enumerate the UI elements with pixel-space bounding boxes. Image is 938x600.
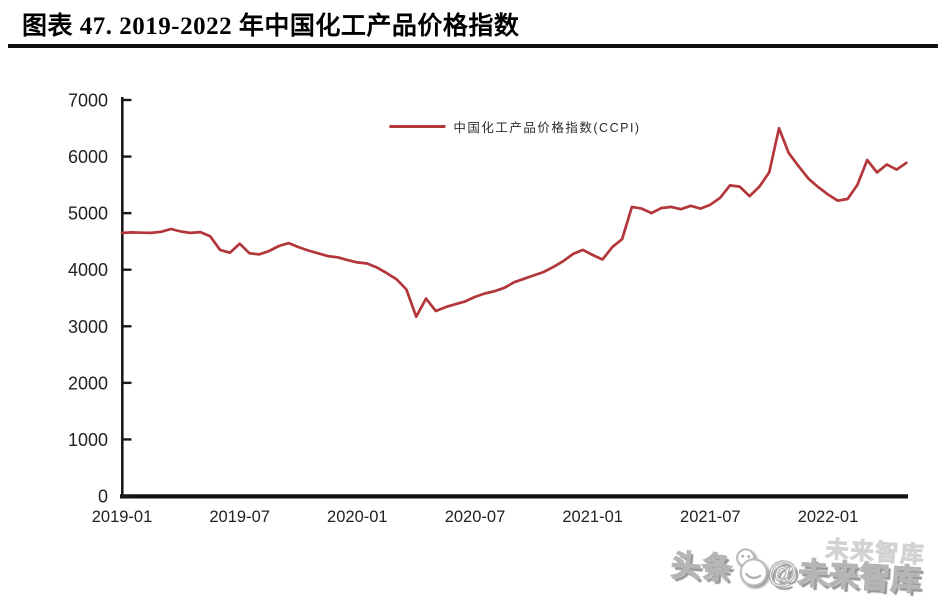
y-tick-label: 6000 — [68, 147, 108, 167]
x-tick-label: 2019-07 — [209, 508, 270, 526]
page-title: 图表 47. 2019-2022 年中国化工产品价格指数 — [22, 13, 520, 40]
x-tick-label: 2021-07 — [680, 508, 741, 526]
watermark-prefix-text: 头条 — [669, 549, 734, 587]
watermark-ghost-text: 未来智库 — [824, 535, 926, 568]
y-tick-label: 4000 — [68, 260, 108, 280]
y-tick-label: 7000 — [68, 91, 108, 111]
x-tick-label: 2020-07 — [445, 508, 506, 526]
watermark: 未来智库 头条 @未来智库 — [669, 535, 926, 599]
ccpi-price-line — [120, 126, 908, 319]
legend-line-swatch — [389, 125, 446, 128]
y-tick-label: 1000 — [68, 430, 108, 450]
x-tick-label: 2021-01 — [562, 508, 623, 526]
y-tick-label: 3000 — [68, 317, 108, 337]
y-tick-label: 5000 — [68, 204, 108, 224]
legend: 中国化工产品价格指数(CCPI) — [389, 117, 640, 136]
y-tick-label: 0 — [98, 487, 108, 507]
y-tick-label: 2000 — [68, 373, 108, 393]
x-tick-label: 2022-01 — [798, 508, 859, 526]
x-tick-label: 2020-01 — [327, 508, 388, 526]
title-underline — [8, 44, 938, 48]
toutiao-smiley-icon — [735, 548, 768, 587]
x-tick-label: 2019-01 — [92, 508, 153, 526]
legend-label: 中国化工产品价格指数(CCPI) — [453, 121, 641, 135]
